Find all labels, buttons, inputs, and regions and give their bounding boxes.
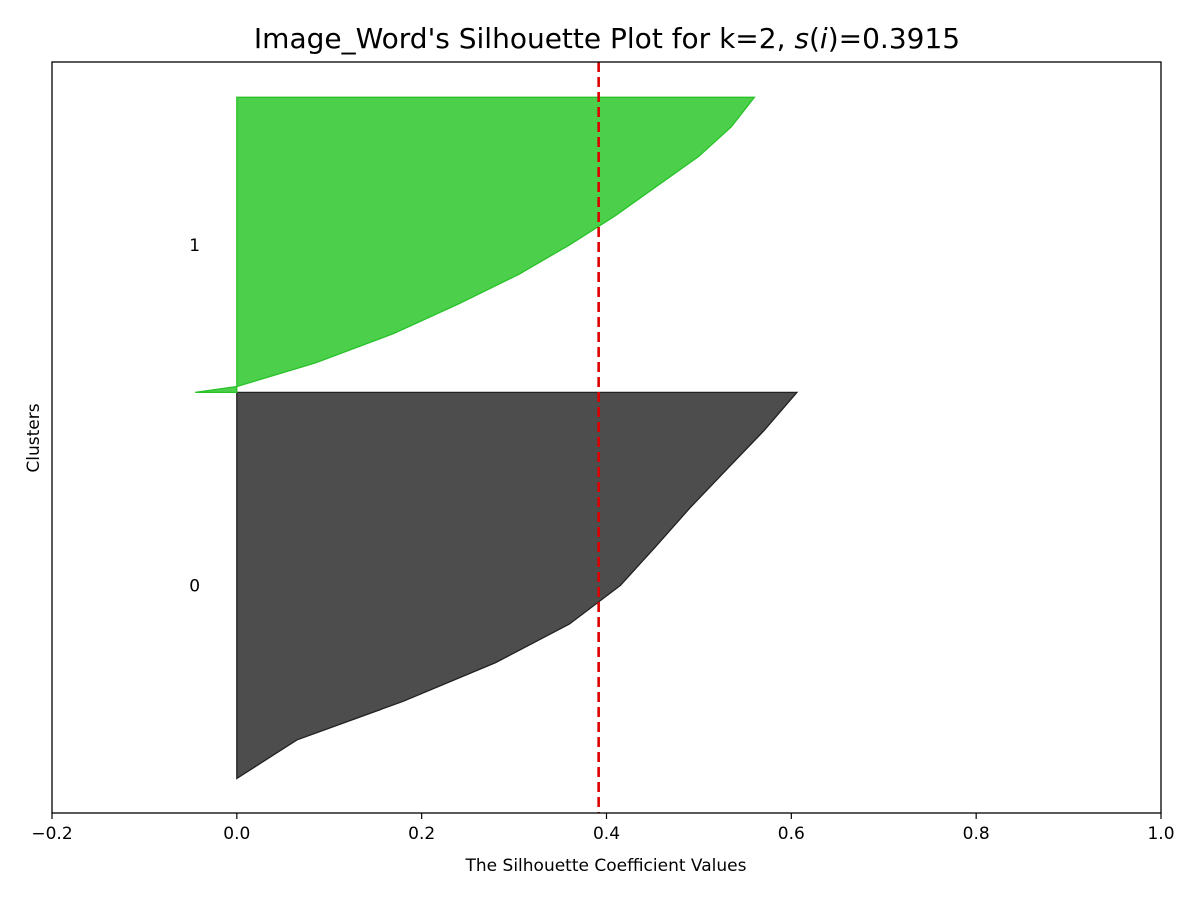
cluster-0-label: 0 (189, 576, 200, 596)
x-tick-label: 1.0 (1147, 824, 1174, 844)
cluster-1-silhouette (195, 96, 756, 394)
x-tick-label: 0.4 (593, 824, 620, 844)
x-tick-label: 0.0 (223, 824, 250, 844)
y-axis-label: Clusters (24, 403, 44, 472)
cluster-0-silhouette (236, 391, 799, 780)
x-tick-label: 0.6 (778, 824, 805, 844)
x-tick-label: 0.8 (963, 824, 990, 844)
clusters-layer: 01 (189, 96, 799, 780)
x-ticks-layer: −0.2 0.0 0.2 0.4 0.6 0.8 1.0 (31, 813, 1175, 844)
x-tick-label: 0.2 (408, 824, 435, 844)
cluster-1-label: 1 (189, 236, 200, 256)
x-axis-label: The Silhouette Coefficient Values (465, 856, 747, 876)
x-tick-label: −0.2 (31, 824, 72, 844)
chart-title: Image_Word's Silhouette Plot for k=2, s(… (254, 22, 960, 55)
